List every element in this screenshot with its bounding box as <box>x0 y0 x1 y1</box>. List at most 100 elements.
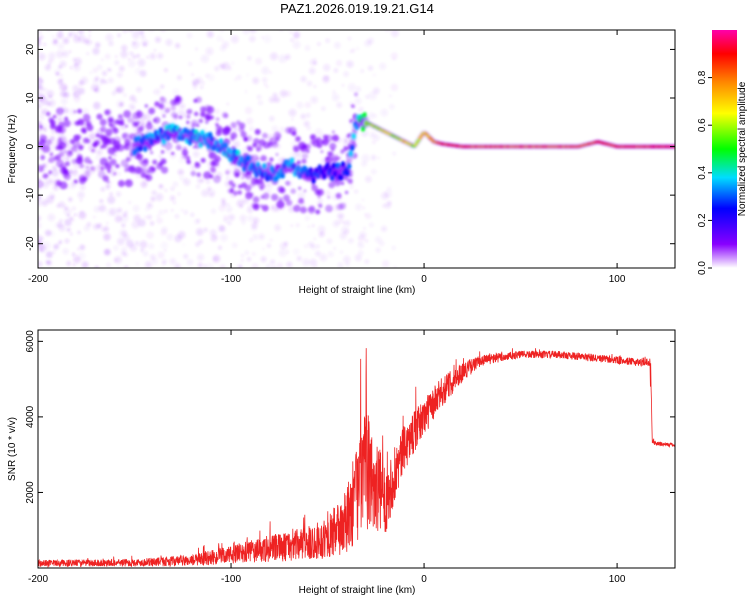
noise-blob <box>103 226 109 232</box>
noise-blob <box>156 163 163 170</box>
noise-blob <box>79 244 86 251</box>
noise-blob <box>77 230 81 235</box>
noise-blob <box>201 189 209 197</box>
noise-blob <box>247 56 252 61</box>
noise-blob <box>69 216 74 221</box>
noise-blob <box>55 146 60 151</box>
noise-blob <box>343 146 349 152</box>
noise-blob <box>271 125 278 132</box>
noise-blob <box>322 75 330 84</box>
noise-blob <box>380 108 388 117</box>
noise-blob <box>71 139 80 148</box>
noise-blob <box>166 149 171 153</box>
noise-blob <box>368 91 377 100</box>
noise-blob <box>142 250 149 257</box>
noise-blob <box>115 55 118 58</box>
noise-blob <box>359 231 367 239</box>
noise-blob <box>196 184 200 189</box>
noise-blob <box>241 220 246 225</box>
noise-blob <box>391 30 399 37</box>
noise-blob <box>60 74 63 77</box>
noise-blob <box>349 173 353 178</box>
noise-blob <box>62 37 70 45</box>
noise-blob <box>120 159 129 167</box>
noise-blob <box>92 67 99 73</box>
noise-blob <box>123 93 127 97</box>
noise-blob <box>218 204 226 212</box>
noise-blob <box>162 259 167 265</box>
noise-blob <box>100 126 107 133</box>
noise-blob <box>103 248 111 256</box>
noise-blob <box>125 265 129 268</box>
noise-blob <box>387 187 392 191</box>
noise-blob <box>56 140 63 147</box>
noise-blob <box>172 88 180 96</box>
noise-blob <box>164 249 167 252</box>
noise-blob <box>39 125 43 129</box>
noise-blob <box>348 83 356 92</box>
noise-blob <box>214 108 221 115</box>
ridge-core <box>351 133 356 140</box>
noise-blob <box>88 160 93 165</box>
noise-blob <box>201 81 205 85</box>
noise-blob <box>297 191 306 199</box>
noise-blob <box>145 261 152 268</box>
noise-blob <box>341 84 345 87</box>
noise-blob <box>108 77 114 83</box>
noise-blob <box>279 90 288 98</box>
noise-blob <box>134 166 142 174</box>
noise-blob <box>125 210 128 214</box>
noise-blob <box>278 197 283 202</box>
x-tick-label: 0 <box>421 574 427 585</box>
noise-blob <box>340 250 343 254</box>
noise-blob <box>72 206 76 211</box>
noise-blob <box>180 208 184 212</box>
noise-blob <box>211 208 216 214</box>
noise-blob <box>179 103 186 110</box>
noise-blob <box>295 136 301 142</box>
noise-blob <box>113 140 121 148</box>
noise-blob <box>113 245 119 251</box>
noise-blob <box>262 247 265 250</box>
noise-blob <box>187 259 194 266</box>
noise-blob <box>42 181 49 189</box>
noise-blob <box>381 192 389 200</box>
noise-blob <box>230 122 237 128</box>
noise-blob <box>354 189 358 194</box>
noise-blob <box>127 117 134 123</box>
noise-blob <box>186 115 191 119</box>
noise-blob <box>38 215 41 221</box>
noise-blob <box>136 86 142 93</box>
noise-blob <box>325 204 333 213</box>
noise-blob <box>244 250 249 255</box>
noise-blob <box>242 197 249 204</box>
noise-blob <box>165 108 170 114</box>
noise-blob <box>280 242 288 250</box>
y-tick-label: -20 <box>25 236 36 251</box>
noise-blob <box>187 33 193 39</box>
noise-blob <box>195 77 203 84</box>
noise-blob <box>38 102 43 109</box>
noise-blob <box>161 226 168 233</box>
noise-blob <box>173 201 176 204</box>
snr-x-label: Height of straight line (km) <box>299 585 416 596</box>
noise-blob <box>45 251 53 259</box>
noise-blob <box>190 164 196 170</box>
noise-blob <box>38 90 42 96</box>
noise-blob <box>363 227 366 230</box>
noise-blob <box>38 235 43 243</box>
noise-blob <box>173 98 181 106</box>
noise-blob <box>174 263 181 268</box>
noise-blob <box>39 109 46 115</box>
noise-blob <box>154 101 160 107</box>
noise-blob <box>106 222 109 225</box>
noise-blob <box>178 157 185 164</box>
noise-blob <box>90 41 93 43</box>
noise-blob <box>302 258 310 266</box>
noise-blob <box>152 91 155 94</box>
noise-blob <box>48 95 53 99</box>
noise-blob <box>361 161 367 167</box>
noise-blob <box>333 68 339 73</box>
noise-blob <box>48 52 56 60</box>
noise-blob <box>39 35 44 39</box>
